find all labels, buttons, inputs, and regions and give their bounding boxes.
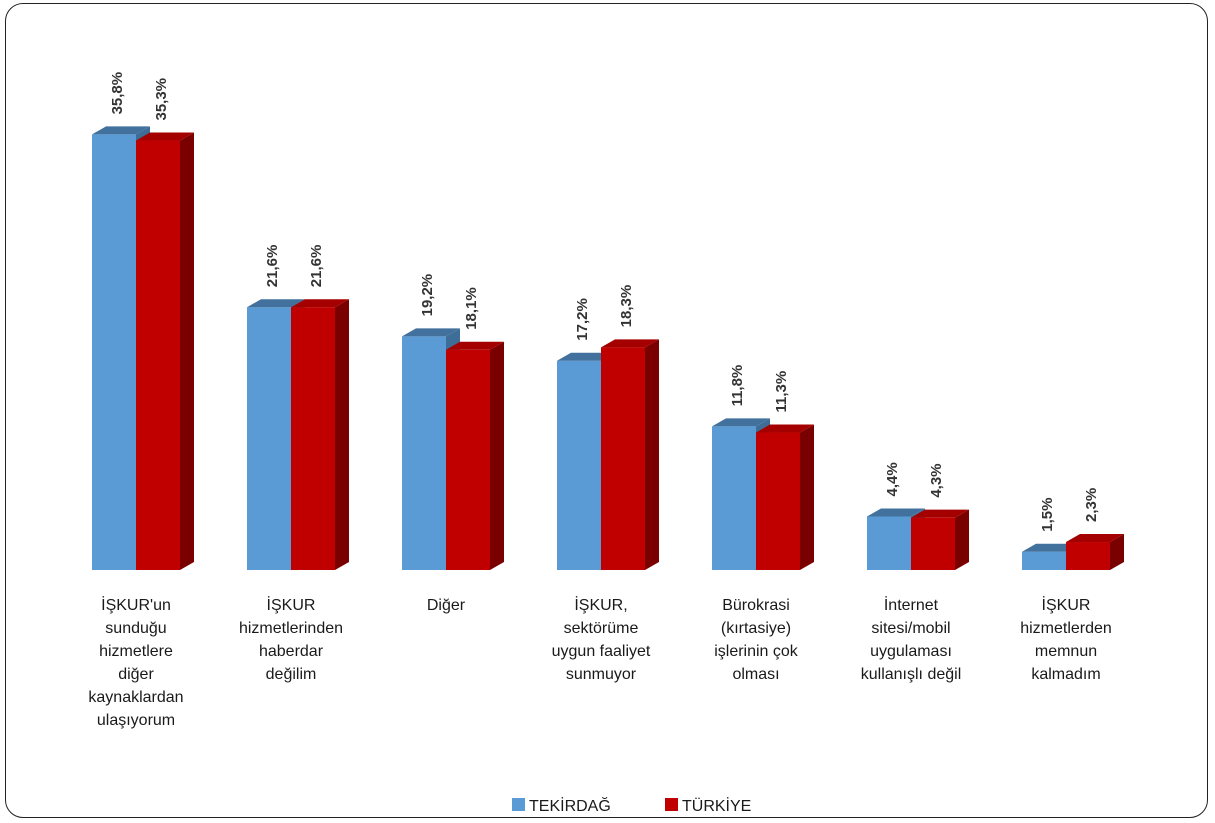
data-label: 35,3% (153, 78, 170, 121)
category-label-line: kalmadım (1031, 666, 1100, 683)
data-label: 21,6% (308, 245, 325, 288)
bar-side (645, 339, 659, 570)
category-label-line: haberdar (259, 643, 324, 660)
bar-turkiye-3 (601, 339, 659, 570)
bar-turkiye-5 (911, 510, 969, 570)
bar-side (180, 133, 194, 570)
bar-front (1066, 542, 1110, 570)
category-label-line: İŞKUR (267, 595, 316, 614)
category-label-line: memnun (1035, 643, 1097, 660)
bar-front (92, 134, 136, 570)
bar-side (800, 425, 814, 570)
bar-front (136, 141, 180, 570)
category-label-line: sunduğu (105, 620, 166, 637)
category-label: İnternet sitesi/mobil uygulaması kullanışlı… (861, 595, 962, 683)
bar-turkiye-0 (136, 133, 194, 570)
data-label: 11,3% (773, 371, 790, 413)
category-label-line: hizmetlere (99, 643, 173, 660)
legend-swatch-turkiye (665, 798, 678, 811)
category-label-line: olması (732, 666, 779, 683)
category-label-line: sektörüme (564, 620, 639, 637)
bar-side (490, 342, 504, 570)
bar-front (402, 336, 446, 570)
bar-turkiye-2 (446, 342, 504, 570)
bar-front (601, 347, 645, 570)
category-label: Bürokrasi (kırtasiye) işlerinin çok olması (714, 597, 799, 683)
data-label: 4,3% (928, 463, 945, 497)
bar-front (247, 307, 291, 570)
data-label: 35,8% (109, 72, 126, 115)
legend-label-turkiye: TÜRKİYE (682, 796, 751, 815)
category-label-line: İŞKUR'un (101, 595, 171, 614)
category-label-line: diğer (118, 666, 154, 683)
data-label: 18,3% (618, 285, 635, 328)
plot-area (92, 126, 1124, 570)
category-label-line: uygulaması (870, 643, 952, 660)
category-label-line: ulaşıyorum (97, 712, 175, 729)
category-label-line: kullanışlı değil (861, 666, 962, 683)
bar-front (1022, 552, 1066, 570)
data-label: 17,2% (574, 298, 591, 341)
category-label-line: hizmetlerinden (239, 620, 343, 637)
bar-front (911, 518, 955, 570)
category-label-line: sitesi/mobil (871, 620, 950, 637)
category-label-line: İŞKUR, (574, 595, 627, 614)
category-label-line: kaynaklardan (88, 689, 183, 706)
data-label: 4,4% (884, 462, 901, 496)
category-label-line: Diğer (427, 597, 466, 614)
legend-swatch-tekirdag (512, 798, 525, 811)
category-label-line: sunmuyor (566, 666, 637, 683)
bar-front (446, 350, 490, 570)
bar-turkiye-4 (756, 425, 814, 570)
category-label: İŞKUR hizmetlerden memnun kalmadım (1020, 595, 1112, 683)
bar-side (955, 510, 969, 570)
data-label: 19,2% (419, 274, 436, 317)
data-label: 21,6% (264, 245, 281, 288)
data-label: 11,8% (729, 365, 746, 407)
data-label: 18,1% (463, 287, 480, 330)
bar-front (867, 516, 911, 570)
category-label-line: Bürokrasi (722, 597, 790, 614)
category-label-line: değilim (266, 666, 317, 683)
category-label-line: (kırtasiye) (721, 620, 791, 637)
category-label-line: uygun faaliyet (552, 643, 651, 660)
category-label: İŞKUR hizmetlerinden haberdar değilim (239, 595, 343, 683)
category-label-line: İŞKUR (1042, 595, 1091, 614)
legend: TEKİRDAĞ TÜRKİYE (512, 796, 751, 815)
bar-front (291, 307, 335, 570)
category-label-line: işlerinin çok (714, 643, 799, 660)
legend-label-tekirdag: TEKİRDAĞ (529, 796, 611, 815)
bar-front (756, 433, 800, 570)
category-label-line: İnternet (884, 595, 939, 614)
data-label: 1,5% (1039, 498, 1056, 532)
bar-front (557, 361, 601, 570)
category-label: Diğer (427, 597, 466, 614)
category-label: İŞKUR, sektörüme uygun faaliyet sunmuyor (552, 595, 651, 683)
bar-turkiye-6 (1066, 534, 1124, 570)
bar-turkiye-1 (291, 299, 349, 570)
category-label: İŞKUR'un sunduğu hizmetlere diğer kaynaklard… (88, 595, 183, 729)
category-label-line: hizmetlerden (1020, 620, 1112, 637)
data-label: 2,3% (1083, 488, 1100, 522)
bar-side (335, 299, 349, 570)
bar-front (712, 426, 756, 570)
